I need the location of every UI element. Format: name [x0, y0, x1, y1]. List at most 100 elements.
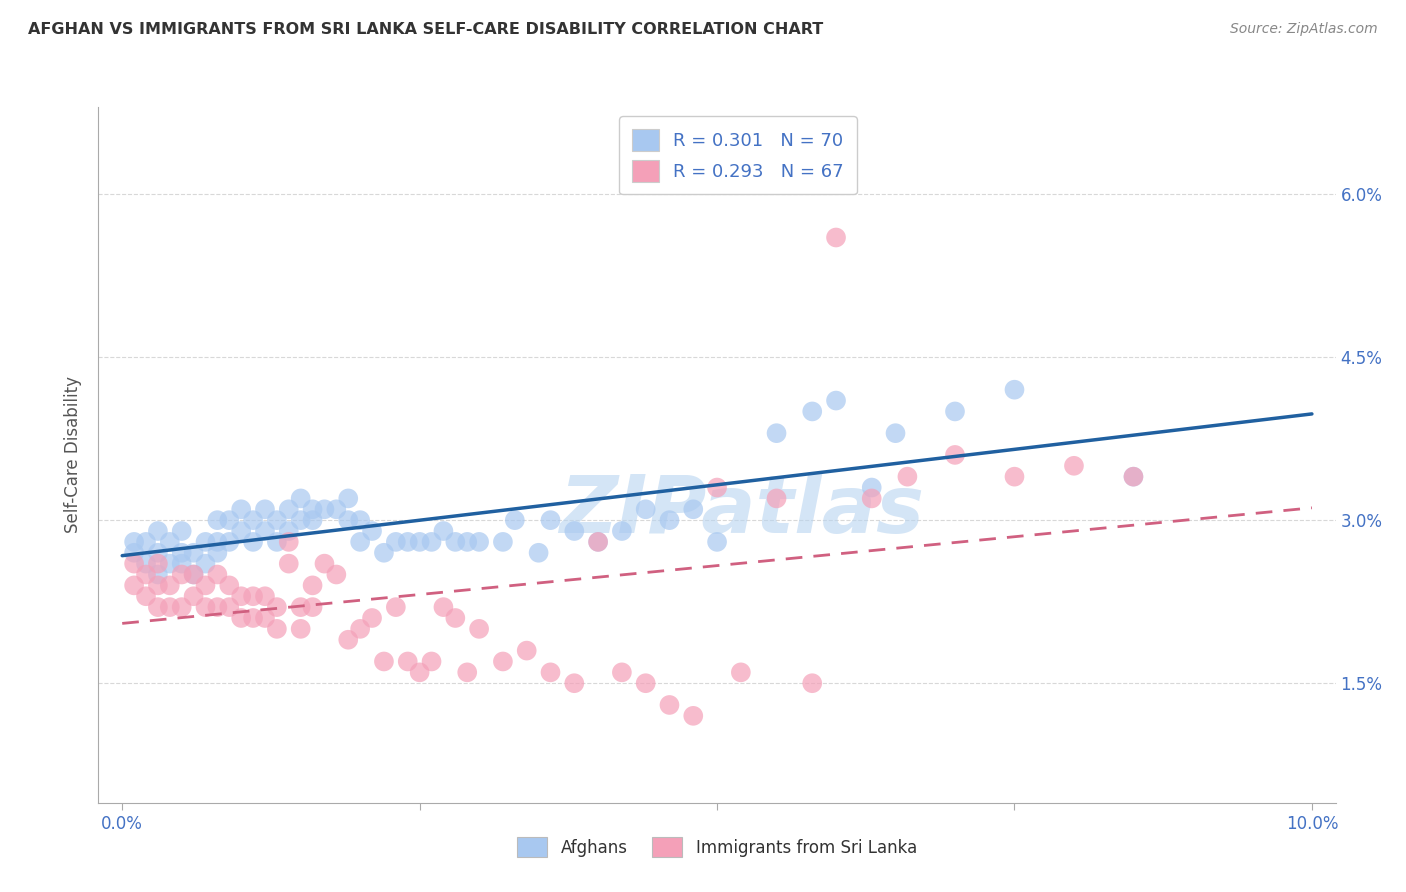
- Text: ZIPatlas: ZIPatlas: [560, 472, 924, 549]
- Point: [122, 557, 145, 571]
- Point: [730, 665, 752, 680]
- Point: [396, 534, 419, 549]
- Point: [492, 534, 515, 549]
- Point: [218, 600, 240, 615]
- Point: [456, 534, 478, 549]
- Point: [444, 611, 467, 625]
- Point: [170, 557, 193, 571]
- Point: [266, 534, 288, 549]
- Point: [301, 513, 323, 527]
- Point: [242, 611, 264, 625]
- Point: [432, 524, 454, 538]
- Point: [468, 534, 491, 549]
- Point: [122, 546, 145, 560]
- Point: [373, 546, 395, 560]
- Point: [231, 611, 253, 625]
- Point: [266, 600, 288, 615]
- Point: [682, 708, 704, 723]
- Point: [207, 546, 229, 560]
- Point: [314, 557, 336, 571]
- Point: [682, 502, 704, 516]
- Point: [207, 567, 229, 582]
- Point: [135, 557, 157, 571]
- Point: [610, 665, 633, 680]
- Point: [135, 534, 157, 549]
- Point: [420, 655, 443, 669]
- Point: [943, 448, 966, 462]
- Point: [218, 513, 240, 527]
- Point: [658, 513, 681, 527]
- Point: [146, 567, 169, 582]
- Point: [801, 676, 824, 690]
- Point: [540, 513, 562, 527]
- Point: [170, 524, 193, 538]
- Point: [218, 578, 240, 592]
- Point: [825, 393, 848, 408]
- Point: [337, 491, 360, 506]
- Text: 10.0%: 10.0%: [1285, 815, 1339, 833]
- Point: [253, 524, 276, 538]
- Point: [860, 491, 883, 506]
- Point: [385, 534, 408, 549]
- Point: [290, 513, 312, 527]
- Point: [801, 404, 824, 418]
- Point: [408, 665, 430, 680]
- Point: [146, 557, 169, 571]
- Point: [325, 567, 347, 582]
- Point: [456, 665, 478, 680]
- Point: [586, 534, 609, 549]
- Point: [231, 524, 253, 538]
- Point: [135, 567, 157, 582]
- Point: [1063, 458, 1085, 473]
- Point: [373, 655, 395, 669]
- Point: [396, 655, 419, 669]
- Point: [943, 404, 966, 418]
- Point: [301, 502, 323, 516]
- Point: [503, 513, 526, 527]
- Point: [218, 534, 240, 549]
- Point: [516, 643, 538, 657]
- Point: [231, 589, 253, 603]
- Point: [146, 546, 169, 560]
- Point: [884, 426, 907, 441]
- Point: [253, 589, 276, 603]
- Point: [135, 589, 157, 603]
- Point: [337, 632, 360, 647]
- Point: [562, 676, 585, 690]
- Point: [277, 557, 299, 571]
- Point: [183, 567, 205, 582]
- Point: [765, 491, 787, 506]
- Point: [242, 534, 264, 549]
- Point: [468, 622, 491, 636]
- Point: [765, 426, 787, 441]
- Point: [385, 600, 408, 615]
- Point: [277, 502, 299, 516]
- Point: [277, 524, 299, 538]
- Point: [242, 589, 264, 603]
- Point: [860, 481, 883, 495]
- Point: [1004, 469, 1026, 483]
- Point: [194, 578, 217, 592]
- Point: [325, 502, 347, 516]
- Point: [159, 600, 181, 615]
- Point: [706, 481, 728, 495]
- Point: [170, 600, 193, 615]
- Point: [266, 513, 288, 527]
- Point: [825, 230, 848, 244]
- Point: [540, 665, 562, 680]
- Text: Source: ZipAtlas.com: Source: ZipAtlas.com: [1230, 22, 1378, 37]
- Point: [1004, 383, 1026, 397]
- Point: [444, 534, 467, 549]
- Text: 0.0%: 0.0%: [101, 815, 143, 833]
- Point: [349, 513, 371, 527]
- Point: [527, 546, 550, 560]
- Point: [420, 534, 443, 549]
- Point: [194, 557, 217, 571]
- Point: [170, 546, 193, 560]
- Legend: Afghans, Immigrants from Sri Lanka: Afghans, Immigrants from Sri Lanka: [510, 830, 924, 864]
- Point: [207, 513, 229, 527]
- Point: [562, 524, 585, 538]
- Point: [253, 611, 276, 625]
- Point: [170, 567, 193, 582]
- Point: [207, 534, 229, 549]
